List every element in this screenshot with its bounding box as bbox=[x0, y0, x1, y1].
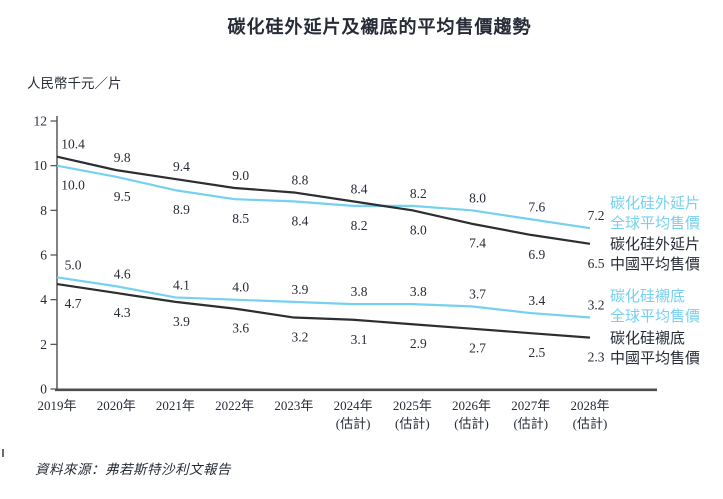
point-label: 3.8 bbox=[410, 284, 427, 299]
source-note: 資料來源：弗若斯特沙利文報告 bbox=[35, 462, 231, 477]
point-label: 8.8 bbox=[291, 172, 308, 187]
point-label: 3.7 bbox=[469, 286, 486, 301]
point-label: 5.0 bbox=[65, 257, 82, 272]
y-tick-label: 6 bbox=[40, 248, 47, 263]
point-label: 7.2 bbox=[588, 208, 605, 223]
chart-title: 碳化硅外延片及襯底的平均售價趨勢 bbox=[227, 17, 532, 37]
point-label: 4.3 bbox=[114, 305, 131, 320]
x-tick-label: 2026年 bbox=[452, 398, 491, 413]
point-label: 4.7 bbox=[65, 296, 82, 311]
point-label: 9.8 bbox=[114, 150, 131, 165]
point-label: 6.5 bbox=[588, 256, 605, 271]
point-label: 8.4 bbox=[291, 213, 308, 228]
point-label: 8.2 bbox=[351, 218, 368, 233]
x-tick-label: 2025年 bbox=[393, 398, 432, 413]
point-label: 2.7 bbox=[469, 341, 486, 356]
legend-label-line: 全球平均售價 bbox=[610, 216, 701, 232]
point-label: 3.9 bbox=[173, 314, 190, 329]
point-label: 8.2 bbox=[410, 186, 427, 201]
point-label: 9.0 bbox=[232, 168, 249, 183]
point-label: 7.4 bbox=[469, 236, 486, 251]
x-tick-note: (估計) bbox=[573, 416, 608, 431]
legend-label-line: 碳化硅襯底 bbox=[610, 289, 686, 305]
legend-label-line: 碳化硅襯底 bbox=[610, 331, 686, 347]
point-label: 3.4 bbox=[528, 293, 545, 308]
x-tick-label: 2021年 bbox=[156, 398, 195, 413]
x-tick-label: 2028年 bbox=[570, 398, 609, 413]
point-label: 10.0 bbox=[61, 178, 85, 193]
x-tick-note: (估計) bbox=[454, 416, 489, 431]
point-label: 3.2 bbox=[291, 330, 308, 345]
legend-entry-substrate-global: 碳化硅襯底 全球平均售價 bbox=[610, 287, 700, 327]
y-tick-label: 10 bbox=[34, 158, 48, 173]
point-label: 2.5 bbox=[528, 345, 545, 360]
point-label: 8.0 bbox=[469, 190, 486, 205]
legend-label-line: 全球平均售價 bbox=[610, 309, 701, 325]
legend-label-line: 碳化硅外延片 bbox=[610, 237, 701, 253]
y-tick-label: 8 bbox=[40, 203, 47, 218]
point-label: 10.4 bbox=[61, 137, 85, 152]
point-label: 6.9 bbox=[528, 247, 545, 262]
point-label: 3.8 bbox=[351, 284, 368, 299]
x-tick-note: (估計) bbox=[395, 416, 430, 431]
point-label: 3.1 bbox=[351, 332, 368, 347]
point-label: 2.9 bbox=[410, 336, 427, 351]
point-label: 4.1 bbox=[173, 277, 190, 292]
point-label: 7.6 bbox=[528, 199, 545, 214]
y-axis-unit-label: 人民幣千元／片 bbox=[27, 76, 122, 91]
point-label: 8.9 bbox=[173, 202, 190, 217]
series-line-1 bbox=[56, 155, 591, 245]
x-tick-note: (估計) bbox=[336, 416, 371, 431]
point-label: 8.5 bbox=[232, 211, 249, 226]
point-label: 9.5 bbox=[114, 189, 131, 204]
legend-label-line: 中國平均售價 bbox=[610, 257, 701, 273]
series-line-0 bbox=[56, 164, 591, 230]
y-tick-label: 12 bbox=[34, 114, 48, 129]
legend-label-line: 中國平均售價 bbox=[610, 351, 701, 367]
x-tick-label: 2027年 bbox=[511, 398, 550, 413]
y-tick-label: 2 bbox=[40, 337, 47, 352]
point-label: 2.3 bbox=[588, 350, 605, 365]
y-tick-label: 4 bbox=[40, 292, 47, 307]
point-label: 8.0 bbox=[410, 222, 427, 237]
x-tick-label: 2020年 bbox=[97, 398, 136, 413]
legend-entry-substrate-china: 碳化硅襯底 中國平均售價 bbox=[610, 329, 700, 369]
x-tick-note: (估計) bbox=[513, 416, 548, 431]
point-label: 8.4 bbox=[351, 181, 368, 196]
point-label: 3.2 bbox=[588, 298, 605, 313]
point-label: 4.6 bbox=[114, 266, 131, 281]
series-line-2 bbox=[56, 276, 591, 319]
x-tick-label: 2023年 bbox=[274, 398, 313, 413]
point-label: 4.0 bbox=[232, 280, 249, 295]
x-tick-label: 2022年 bbox=[215, 398, 254, 413]
legend-entry-epi-global: 碳化硅外延片 全球平均售價 bbox=[610, 194, 700, 234]
point-label: 9.4 bbox=[173, 159, 190, 174]
legend-label-line: 碳化硅外延片 bbox=[610, 196, 701, 212]
page-edge-mark bbox=[2, 449, 4, 457]
x-tick-label: 2019年 bbox=[37, 398, 76, 413]
series-line-3 bbox=[56, 282, 591, 339]
point-label: 3.6 bbox=[232, 321, 249, 336]
point-label: 3.9 bbox=[291, 282, 308, 297]
y-tick-label: 0 bbox=[40, 382, 47, 397]
x-tick-label: 2024年 bbox=[334, 398, 373, 413]
legend-entry-epi-china: 碳化硅外延片 中國平均售價 bbox=[610, 235, 700, 275]
